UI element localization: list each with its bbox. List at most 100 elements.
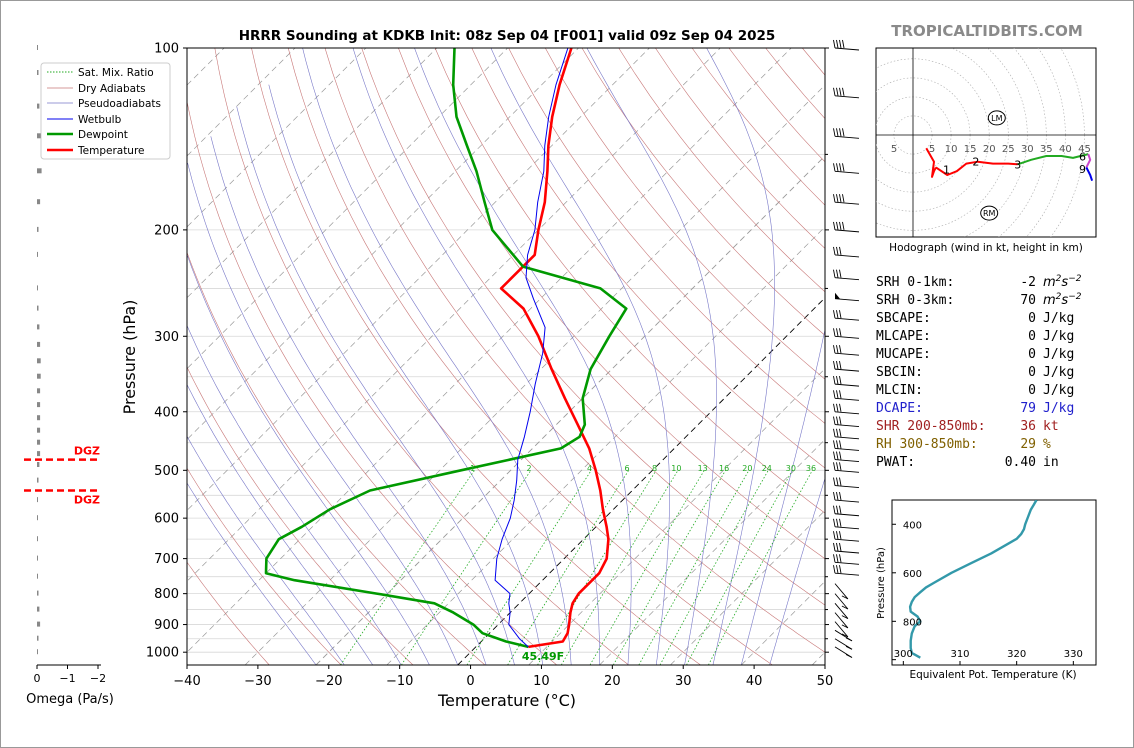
- barb-flag: [833, 128, 836, 137]
- barb-staff: [834, 47, 860, 51]
- mixing-ratio-label: 24: [762, 464, 772, 473]
- omega-bar: [37, 555, 38, 561]
- legend: Sat. Mix. Ratio Dry Adiabats Pseudoadiab…: [40, 62, 171, 160]
- mixing-ratio-line: [638, 470, 750, 665]
- wind-barb: [834, 603, 849, 620]
- y-tick-label: 700: [154, 552, 179, 567]
- legend-label-dewpoint: Dewpoint: [78, 129, 128, 141]
- dry-adiabat: [187, 366, 414, 665]
- wind-barb: [833, 328, 860, 339]
- barb-flag: [839, 246, 842, 255]
- wind-barb: [833, 542, 860, 554]
- wind-barb: [834, 583, 849, 600]
- barb-flag: [839, 554, 842, 563]
- profile-wetbulb: [494, 48, 569, 648]
- barb-flag: [836, 328, 839, 337]
- barb-flag: [839, 310, 842, 319]
- barb-flag: [836, 376, 839, 385]
- barb-flag: [845, 654, 853, 658]
- x-tick-label: 40: [746, 674, 763, 689]
- barb-flag: [836, 246, 839, 255]
- barb-flag: [841, 615, 849, 620]
- moist-adiabat: [187, 324, 402, 665]
- wind-barb: [834, 593, 849, 610]
- dry-adiabat: [187, 251, 486, 665]
- omega-bar: [37, 402, 41, 408]
- theta-y-tick-label: 800: [903, 617, 922, 628]
- mixing-ratio-line: [708, 470, 813, 665]
- wind-barb: [834, 646, 853, 658]
- barb-flag: [836, 403, 839, 412]
- moist-adiabat: [769, 477, 825, 665]
- skewt-panel: −40 −30 −20 −10 0 10 20 30 40 50 100 200 300 400 500 6…: [120, 42, 833, 711]
- hodograph-ring-label: 35: [1040, 144, 1053, 155]
- index-value: 29: [1020, 437, 1036, 452]
- index-unit: J/kg: [1043, 365, 1074, 380]
- barb-staff: [834, 254, 860, 258]
- barb-staff: [834, 499, 860, 503]
- dry-adiabat: [187, 100, 557, 665]
- barb-staff: [834, 538, 860, 542]
- index-label: SHR 200-850mb:: [876, 419, 986, 434]
- omega-bar: [37, 590, 39, 596]
- barb-flag: [833, 194, 836, 203]
- omega-tick-label: 0: [34, 672, 41, 685]
- wind-barb: [833, 554, 860, 565]
- wind-barb: [833, 462, 860, 473]
- barb-staff: [834, 277, 860, 281]
- hodograph-ring-label: 20: [983, 144, 996, 155]
- watermark: TROPICALTIDBITS.COM: [891, 22, 1083, 40]
- legend-label-mix: Sat. Mix. Ratio: [78, 67, 154, 79]
- y-tick-label: 200: [154, 223, 179, 238]
- barb-flag: [836, 477, 839, 486]
- mixing-ratio-line: [507, 470, 630, 665]
- wind-barb: [833, 565, 860, 576]
- theta-e-panel: 300 310 320 330 400 600 800 Equivalent Pot. Te…: [876, 499, 1097, 681]
- wind-barb: [833, 246, 860, 258]
- mixing-ratio-line: [537, 470, 657, 665]
- index-label: MLCAPE:: [876, 329, 931, 344]
- mixing-ratio-label: 6: [624, 464, 629, 473]
- barb-flag: [836, 163, 839, 172]
- barb-flag: [833, 328, 836, 337]
- barb-flag: [839, 163, 842, 172]
- barb-staff: [834, 561, 860, 565]
- mixing-ratio-label: 10: [671, 464, 681, 473]
- index-value: 0: [1028, 329, 1036, 344]
- barb-staff: [834, 229, 860, 233]
- barb-flag: [839, 477, 842, 486]
- theta-x-tick-label: 330: [1064, 649, 1083, 660]
- moist-adiabat: [187, 162, 459, 665]
- barb-staff: [834, 612, 849, 629]
- barb-flag: [836, 416, 839, 425]
- omega-bar: [37, 305, 39, 311]
- barb-flag: [836, 542, 839, 552]
- storm-motion-marker: [980, 205, 999, 221]
- barb-flag: [836, 128, 839, 137]
- barb-flag: [839, 451, 842, 460]
- barb-flag: [839, 87, 842, 96]
- isotherm-line: [315, 155, 825, 665]
- barb-flag: [833, 416, 836, 425]
- barb-flag: [836, 87, 839, 96]
- omega-bar: [37, 341, 41, 347]
- mixing-ratio-line: [560, 470, 679, 665]
- x-tick-label: 0: [466, 674, 474, 689]
- y-tick-label: 600: [154, 512, 179, 527]
- barb-flag: [833, 505, 836, 514]
- isotherm-line: [187, 48, 721, 582]
- index-value: 70: [1020, 293, 1036, 308]
- barb-staff: [834, 95, 860, 99]
- moist-adiabat: [187, 435, 345, 665]
- barb-flag: [833, 531, 836, 540]
- barb-flag: [839, 194, 842, 203]
- wind-barb: [834, 292, 860, 302]
- barb-flag: [839, 518, 842, 527]
- theta-x-tick-label: 320: [1007, 649, 1026, 660]
- y-tick-label: 300: [154, 330, 179, 345]
- index-unit: m2s−2: [1043, 274, 1082, 290]
- wind-barb: [833, 361, 860, 372]
- barb-flag: [836, 565, 839, 574]
- dgz-bottom-label: DGZ: [74, 494, 100, 507]
- dry-adiabat: [581, 48, 825, 336]
